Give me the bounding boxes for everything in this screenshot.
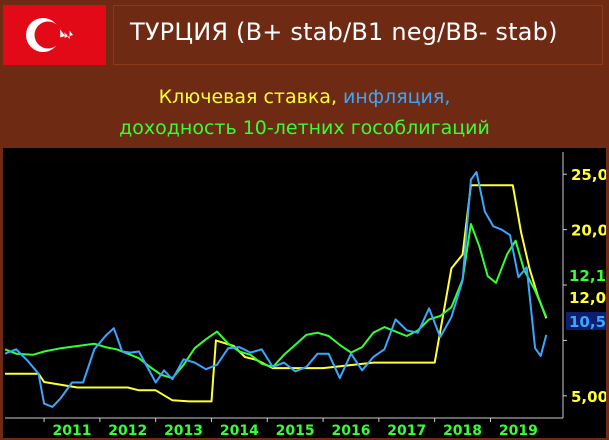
subtitle-bond-yield: доходность 10-летних гособлигаций bbox=[119, 117, 490, 139]
header: ТУРЦИЯ (B+ stab/B1 neg/BB- stab) bbox=[0, 0, 609, 72]
subtitle-policy-rate: Ключевая ставка bbox=[158, 86, 331, 108]
x-tick-label: 2014 bbox=[220, 423, 259, 438]
subtitle-inflation: инфляция bbox=[343, 86, 445, 108]
series-line-bond_yield bbox=[4, 223, 548, 380]
series-line-inflation bbox=[4, 171, 548, 408]
last-value-label: 10,5 bbox=[569, 313, 606, 331]
chart-subtitle-line2: доходность 10-летних гособлигаций bbox=[0, 117, 609, 139]
series-line-policy_rate bbox=[5, 184, 548, 403]
chart-subtitle-line1: Ключевая ставка, инфляция, bbox=[0, 86, 609, 108]
subtitle-separator-1: , bbox=[330, 86, 344, 108]
page-title: ТУРЦИЯ (B+ stab/B1 neg/BB- stab) bbox=[130, 18, 558, 46]
last-value-bond_yield: 12,1 bbox=[566, 266, 606, 285]
x-tick-label: 2013 bbox=[164, 423, 203, 438]
last-value-inflation: 10,5 bbox=[566, 312, 606, 331]
subtitle-separator-2: , bbox=[444, 86, 451, 108]
y-tick-label: 5,00 bbox=[571, 388, 606, 406]
turkey-flag-icon bbox=[3, 5, 106, 65]
y-tick-label: 20,0 bbox=[571, 222, 606, 240]
x-tick-label: 2019 bbox=[499, 423, 538, 438]
x-tick-label: 2011 bbox=[52, 423, 91, 438]
x-tick-label: 2017 bbox=[387, 423, 426, 438]
y-tick-label: 25,0 bbox=[571, 166, 606, 184]
x-tick-label: 2018 bbox=[443, 423, 482, 438]
x-tick-label: 2012 bbox=[108, 423, 147, 438]
last-value-label: 12,0 bbox=[569, 289, 606, 307]
last-value-label: 12,1 bbox=[569, 267, 606, 285]
line-chart: 5,00 20,0 25,0 2011 2012 2013 2014 2015 2016 2017… bbox=[4, 152, 606, 438]
last-value-policy_rate: 12,0 bbox=[566, 288, 606, 307]
x-tick-label: 2016 bbox=[331, 423, 370, 438]
title-box: ТУРЦИЯ (B+ stab/B1 neg/BB- stab) bbox=[113, 5, 603, 65]
x-tick-label: 2015 bbox=[276, 423, 315, 438]
chart-area: 5,00 20,0 25,0 2011 2012 2013 2014 2015 2016 2017… bbox=[3, 148, 606, 438]
